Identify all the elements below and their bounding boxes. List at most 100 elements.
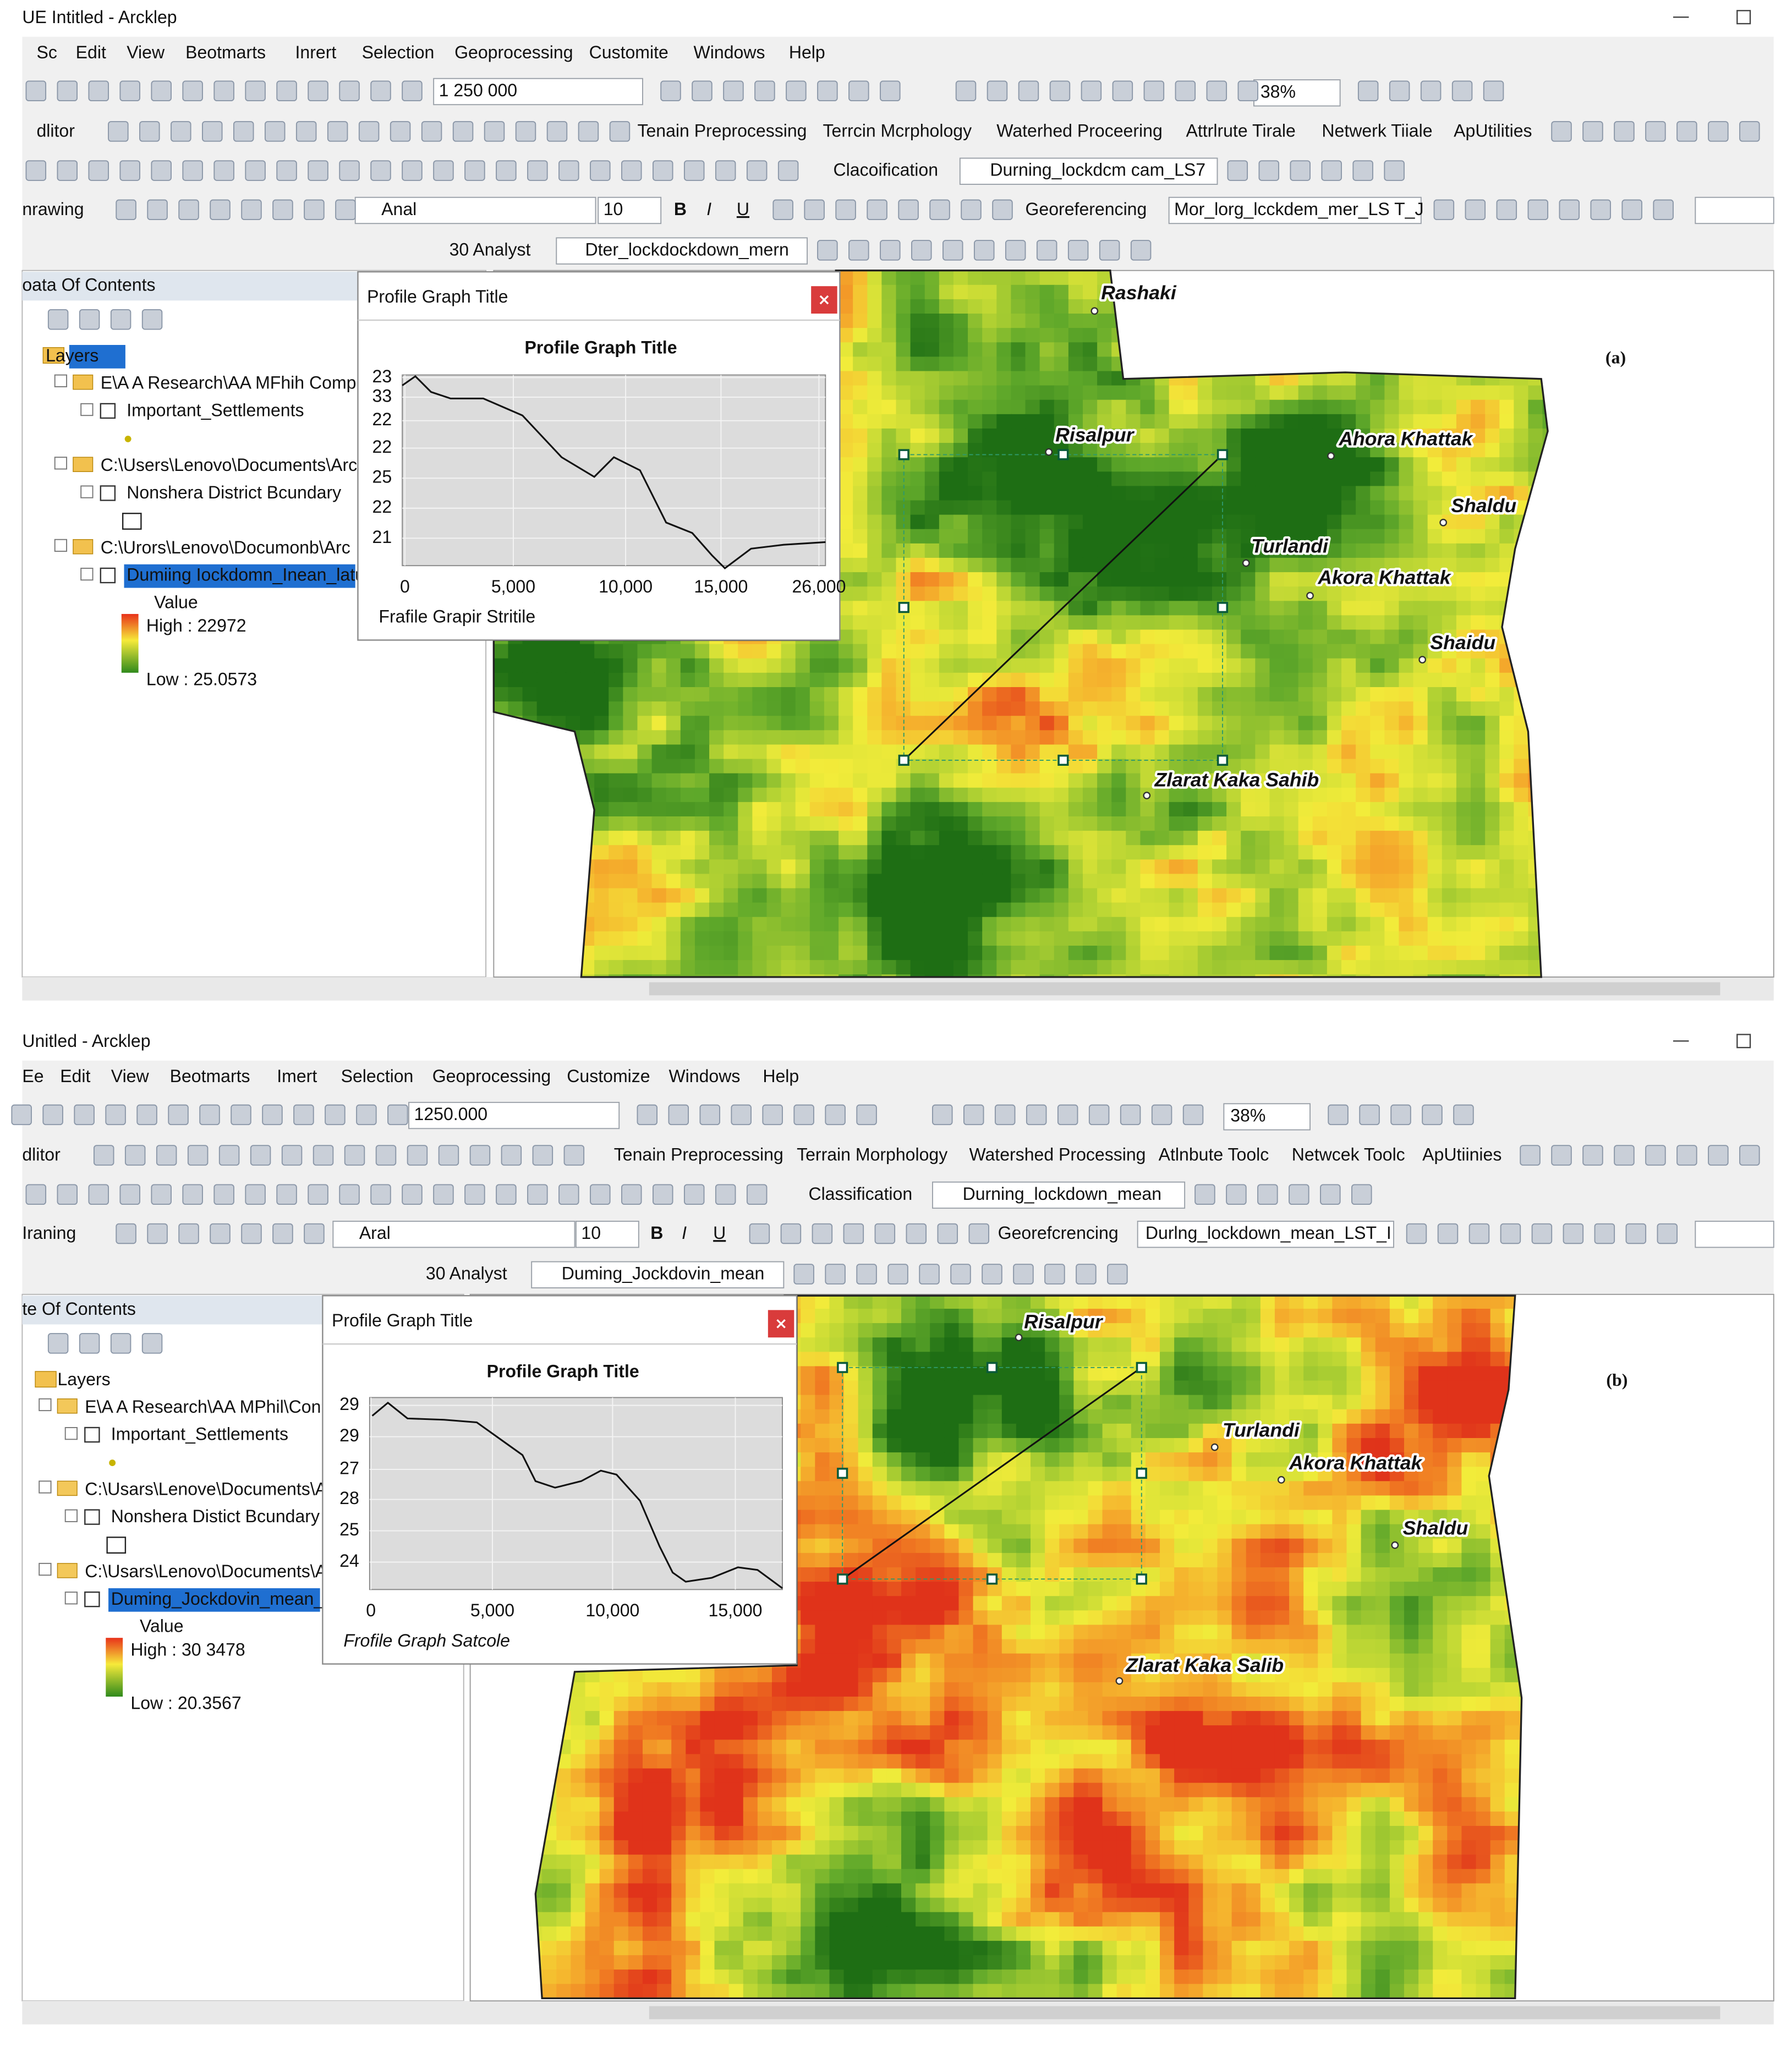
menu-item[interactable]: Windows — [668, 1066, 740, 1086]
selection-handle[interactable] — [1057, 754, 1069, 766]
menu-item[interactable]: Help — [789, 42, 825, 62]
drawing-tool[interactable]: B — [674, 199, 687, 219]
expander[interactable] — [39, 1398, 52, 1412]
restore-button[interactable] — [1736, 10, 1751, 25]
toolbar-menu[interactable]: Attrlrute Tirale — [1186, 121, 1296, 141]
zoom-box[interactable]: 38% — [1230, 1105, 1265, 1125]
drawing-tool[interactable]: Durlng_lockdown_mean_LST_I — [1146, 1223, 1391, 1243]
selection-handle[interactable] — [1216, 754, 1229, 766]
expander[interactable] — [80, 403, 94, 416]
toc-item[interactable]: C:\Usars\Lenovo\Documents\A — [85, 1561, 327, 1581]
drawing-tool[interactable]: U — [737, 199, 749, 219]
toolbar-menu[interactable]: ApUtiinies — [1422, 1145, 1501, 1165]
menu-item[interactable]: Customite — [589, 42, 668, 62]
selection-handle[interactable] — [898, 602, 909, 613]
menu-item[interactable]: Selection — [362, 42, 435, 62]
selection-handle[interactable] — [1216, 602, 1229, 613]
menu-item[interactable]: Edit — [76, 42, 106, 62]
drawing-tool[interactable]: Georeferencing — [1026, 199, 1147, 219]
menu-item[interactable]: Geoprocessing — [432, 1066, 551, 1086]
expander[interactable] — [54, 374, 68, 387]
toolbar-menu[interactable]: Clacoification — [834, 160, 938, 180]
drawing-tool[interactable]: nrawing — [22, 199, 84, 219]
menu-item[interactable]: Windows — [694, 42, 765, 62]
search-box[interactable] — [1695, 1220, 1774, 1248]
menu-item[interactable]: Sc — [36, 42, 57, 62]
menu-item[interactable]: View — [111, 1066, 150, 1086]
drawing-tool[interactable]: 10 — [581, 1223, 601, 1243]
toolbar-menu[interactable]: Netwcek Toolc — [1292, 1145, 1405, 1165]
toc-item[interactable]: C:\Users\Lenovo\Documents\Arc — [101, 455, 357, 475]
expander[interactable] — [39, 1480, 52, 1494]
checkbox[interactable] — [84, 1426, 100, 1443]
checkbox[interactable] — [100, 403, 116, 419]
drawing-tool[interactable]: U — [713, 1223, 726, 1243]
menu-item[interactable]: Inrert — [295, 42, 337, 62]
checkbox[interactable] — [100, 567, 116, 584]
drawing-tool[interactable]: 10 — [604, 199, 623, 219]
checkbox[interactable] — [100, 485, 116, 501]
toolbar-menu[interactable]: Tenain Preprocessing — [637, 121, 807, 141]
toc-item[interactable]: Duming_Jockdovin_mean_L — [111, 1589, 333, 1609]
expander[interactable] — [64, 1592, 78, 1605]
drawing-tool[interactable]: Anal — [381, 199, 417, 219]
selection-handle[interactable] — [1057, 449, 1069, 460]
menu-item[interactable]: Geoprocessing — [454, 42, 573, 62]
menu-item[interactable]: Beotmarts — [185, 42, 266, 62]
menu-item[interactable]: Edit — [60, 1066, 90, 1086]
scale-box[interactable]: 1 250 000 — [439, 80, 518, 100]
toc-item[interactable]: Dumiing Iockdomn_Inean_latu — [127, 565, 365, 585]
drawing-tool[interactable]: I — [682, 1223, 687, 1243]
restore-button[interactable] — [1736, 1034, 1751, 1049]
toc-item[interactable]: E\A A Research\AA MFhih Comp — [101, 373, 357, 393]
expander[interactable] — [54, 539, 68, 552]
selection-handle[interactable] — [898, 449, 909, 460]
expander[interactable] — [80, 567, 94, 581]
menu-item[interactable]: Beotmarts — [170, 1066, 250, 1086]
expander[interactable] — [80, 485, 94, 498]
toc-item[interactable]: C:\Usars\Lenove\Documents\A — [85, 1479, 327, 1499]
menu-item[interactable]: Customize — [567, 1066, 650, 1086]
checkbox[interactable] — [84, 1591, 100, 1607]
drawing-tool[interactable]: B — [650, 1223, 663, 1243]
expander[interactable] — [39, 1562, 52, 1576]
toolbar-menu[interactable]: 30 Analyst — [426, 1264, 507, 1283]
expander[interactable] — [64, 1509, 78, 1522]
toc-item[interactable]: Nonshera Distict Bcundary — [111, 1506, 320, 1526]
toolbar-menu[interactable]: Dter_lockdockdown_mern — [585, 240, 789, 260]
search-box[interactable] — [1695, 196, 1774, 224]
toolbar-menu[interactable]: Watershed Processing — [969, 1145, 1146, 1165]
toolbar-menu[interactable]: 30 Analyst — [450, 240, 531, 260]
toc-item[interactable]: Important_Settlements — [111, 1424, 288, 1444]
menu-item[interactable]: Imert — [277, 1066, 317, 1086]
menu-item[interactable]: Ee — [22, 1066, 43, 1086]
toolbar-menu[interactable]: Atlnbute Toolc — [1159, 1145, 1269, 1165]
expander[interactable] — [54, 457, 68, 470]
expander[interactable] — [64, 1427, 78, 1440]
toc-item[interactable]: E\A A Research\AA MPhil\Con — [85, 1397, 321, 1417]
drawing-tool[interactable]: Georefcrencing — [998, 1223, 1119, 1243]
scale-box[interactable]: 1250.000 — [414, 1104, 488, 1124]
drawing-tool[interactable]: Aral — [359, 1223, 391, 1243]
toolbar-menu[interactable]: ApUtilities — [1454, 121, 1532, 141]
drawing-tool[interactable]: I — [706, 199, 711, 219]
layer-combo[interactable]: Durning_lockdcm cam_LS7 — [990, 160, 1205, 180]
toolbar-menu[interactable]: Terrain Morphology — [797, 1145, 947, 1165]
checkbox[interactable] — [84, 1509, 100, 1525]
toc-item[interactable]: C:\Urors\Lenovo\Documonb\Arc — [101, 537, 350, 557]
layer-combo[interactable]: Durning_lockdown_mean — [963, 1184, 1161, 1204]
menu-item[interactable]: Help — [763, 1066, 799, 1086]
drawing-tool[interactable]: Iraning — [22, 1223, 76, 1243]
toolbar-menu[interactable]: dlitor — [36, 121, 75, 141]
menu-item[interactable]: Selection — [341, 1066, 414, 1086]
toolbar-menu[interactable]: Waterhed Proceering — [996, 121, 1162, 141]
toolbar-menu[interactable]: dlitor — [22, 1145, 61, 1165]
toolbar-menu[interactable]: Terrcin Mcrphology — [823, 121, 972, 141]
toc-item[interactable]: Layers — [46, 345, 98, 365]
toolbar-menu[interactable]: Duming_Jockdovin_mean — [562, 1264, 765, 1283]
toolbar-menu[interactable]: Tenain Preprocessing — [614, 1145, 783, 1165]
toolbar-menu[interactable]: Classification — [808, 1184, 912, 1204]
toc-item[interactable]: Nonshera District Bcundary — [127, 482, 341, 502]
zoom-box[interactable]: 38% — [1261, 81, 1296, 101]
toc-item[interactable]: Important_Settlements — [127, 400, 304, 420]
